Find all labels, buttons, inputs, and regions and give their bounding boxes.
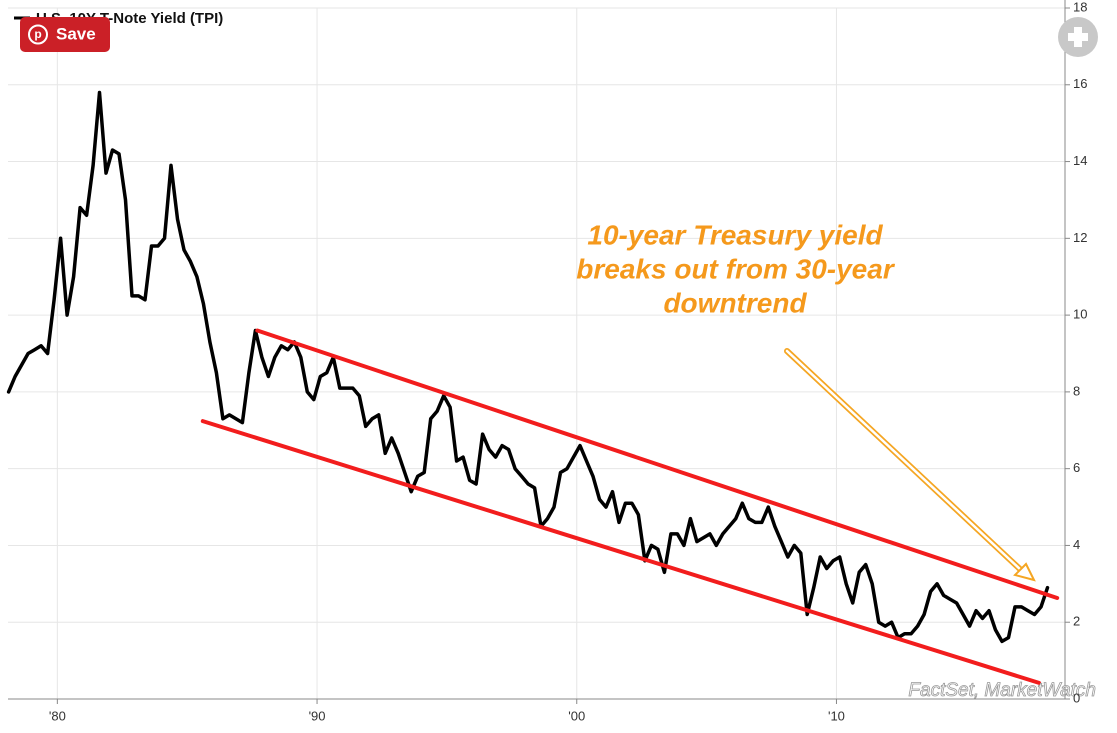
zoom-button[interactable] xyxy=(1058,17,1098,57)
save-label[interactable]: Save xyxy=(56,24,96,43)
plot xyxy=(6,90,1060,685)
y-tick-label: 6 xyxy=(1073,460,1080,475)
trend-line xyxy=(255,328,1060,600)
svg-text:p: p xyxy=(34,27,41,41)
y-tick-label: 4 xyxy=(1073,537,1080,552)
trend-line xyxy=(200,419,1041,685)
x-tick-label: '80 xyxy=(49,708,66,723)
y-tick-label: 12 xyxy=(1073,230,1087,245)
y-tick-label: 14 xyxy=(1073,153,1087,168)
x-tick-label: '90 xyxy=(309,708,326,723)
save-button[interactable]: p Save xyxy=(20,17,110,52)
line xyxy=(6,90,1050,644)
y-tick-label: 16 xyxy=(1073,76,1087,91)
y-tick-label: 0 xyxy=(1073,690,1080,705)
annotation-arrow xyxy=(784,348,1036,582)
x-tick-label: '00 xyxy=(568,708,585,723)
grid xyxy=(8,7,1070,704)
y-tick-label: 18 xyxy=(1073,0,1087,14)
source: FactSet, MarketWatch xyxy=(908,680,1096,701)
annotation-line: breaks out from 30-year xyxy=(576,253,896,284)
y-tick-label: 10 xyxy=(1073,307,1087,322)
y-tick-label: 8 xyxy=(1073,383,1080,398)
annotation-line: downtrend xyxy=(663,287,807,318)
annotation-line: 10-year Treasury yield xyxy=(587,219,883,250)
y-tick-label: 2 xyxy=(1073,614,1080,629)
x-tick-label: '10 xyxy=(828,708,845,723)
